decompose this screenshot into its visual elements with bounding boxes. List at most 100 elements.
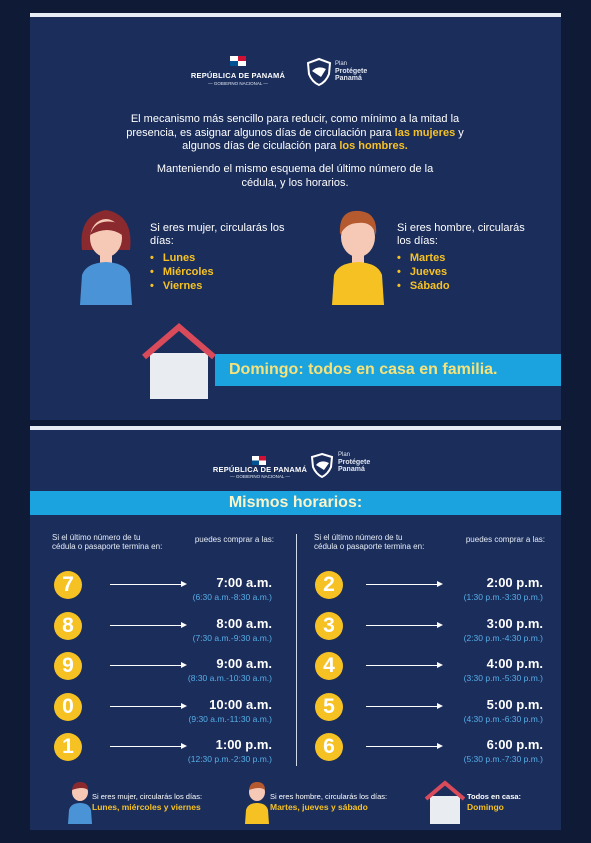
time: 1:00 p.m. bbox=[215, 737, 272, 752]
arrow bbox=[110, 621, 187, 628]
column-head-time: puedes comprar a las: bbox=[194, 535, 274, 544]
panama-label: Panamá bbox=[335, 75, 362, 82]
man-days: MartesJuevesSábado bbox=[397, 251, 450, 293]
footer-note: Si eres mujer, circularás los días: Lunes… bbox=[92, 792, 242, 813]
highlight: los hombres bbox=[339, 140, 405, 152]
arrow bbox=[366, 581, 443, 587]
day: Lunes bbox=[150, 251, 214, 265]
plan-logo: Plan Protégete Panamá bbox=[335, 61, 367, 82]
digit-circle: 1 bbox=[54, 733, 82, 761]
protegete-label: Protégete bbox=[335, 68, 368, 75]
footer-text: Si eres hombre, circularás los días: bbox=[270, 792, 388, 801]
time: 2:00 p.m. bbox=[486, 575, 543, 590]
footer-days: Domingo bbox=[467, 802, 504, 812]
woman-days: LunesMiércolesViernes bbox=[150, 251, 214, 293]
time-range: (1:30 p.m.-3:30 p.m.) bbox=[463, 592, 543, 602]
panama-label: Panamá bbox=[338, 466, 365, 473]
arrow bbox=[110, 662, 187, 668]
column-divider bbox=[296, 534, 297, 766]
arrow bbox=[366, 662, 443, 668]
person-icon bbox=[65, 780, 101, 824]
time: 10:00 a.m. bbox=[209, 696, 272, 712]
footer-note: Todos en casa: Domingo bbox=[467, 792, 537, 813]
panel-circulation: REPÚBLICA DE PANAMÁ — GOBIERNO NACIONAL … bbox=[30, 13, 561, 420]
protegete-label: Protégete bbox=[338, 459, 371, 466]
woman-intro: Si eres mujer, circularás los días: bbox=[150, 222, 285, 247]
shield-icon bbox=[306, 57, 332, 87]
schedule-title: Mismos horarios: bbox=[228, 494, 363, 511]
digit-circle: 2 bbox=[315, 571, 343, 599]
title-bar: Mismos horarios: bbox=[30, 491, 561, 515]
time-range: (7:30 a.m.-9:30 a.m.) bbox=[192, 632, 272, 643]
panel-schedule: REPÚBLICA DE PANAMÁ — GOBIERNO NACIONAL … bbox=[30, 426, 561, 830]
footer-note: Si eres hombre, circularás los días: Mart… bbox=[270, 792, 420, 813]
time: 5:00 p.m. bbox=[486, 696, 543, 712]
text: . bbox=[404, 140, 408, 152]
man-intro: Si eres hombre, circularás los días: bbox=[397, 222, 525, 247]
time-range: (4:30 p.m.-6:30 p.m.) bbox=[463, 713, 543, 724]
day: Martes bbox=[397, 251, 450, 265]
day: Sábado bbox=[397, 279, 450, 293]
paragraph-2: Manteniendo el mismo esquema del último … bbox=[156, 163, 434, 189]
arrow bbox=[366, 621, 443, 628]
digit-circle: 9 bbox=[54, 652, 82, 680]
column-head-number: Si el último número de tu cédula o pasap… bbox=[52, 533, 163, 551]
time-range: (5:30 p.m.-7:30 p.m.) bbox=[463, 754, 543, 764]
arrow bbox=[110, 581, 187, 587]
digit-circle: 8 bbox=[54, 611, 82, 640]
sunday-banner: Domingo: todos en casa en familia. bbox=[215, 354, 561, 386]
house-icon bbox=[142, 323, 216, 399]
footer-days: Martes, jueves y sábado bbox=[270, 802, 368, 812]
time: 6:00 p.m. bbox=[486, 737, 543, 752]
time-range: (3:30 p.m.-5:30 p.m.) bbox=[463, 673, 543, 683]
footer-text: Si eres mujer, circularás los días: bbox=[92, 792, 203, 801]
time: 4:00 p.m. bbox=[486, 656, 543, 671]
day: Viernes bbox=[150, 279, 214, 293]
time-range: (8:30 a.m.-10:30 a.m.) bbox=[187, 673, 272, 683]
plan-label: Plan bbox=[335, 61, 348, 67]
time-range: (6:30 a.m.-8:30 a.m.) bbox=[192, 592, 272, 602]
republica-label: REPÚBLICA DE PANAMÁ bbox=[212, 465, 308, 474]
digit-circle: 3 bbox=[315, 611, 343, 640]
shield-icon bbox=[310, 452, 334, 478]
time-range: (12:30 p.m.-2:30 p.m.) bbox=[187, 754, 272, 764]
digit-circle: 0 bbox=[54, 692, 82, 721]
arrow bbox=[366, 702, 443, 709]
time-range: (2:30 p.m.-4:30 p.m.) bbox=[463, 632, 543, 643]
footer-days: Lunes, miércoles y viernes bbox=[92, 802, 201, 812]
woman-icon bbox=[80, 210, 132, 305]
text: El mecanismo más sencillo para reducir, … bbox=[126, 113, 460, 139]
flag-icon bbox=[252, 452, 266, 465]
digit-circle: 5 bbox=[315, 692, 343, 721]
column-head-number: Si el último número de tu cédula o pasap… bbox=[314, 533, 425, 551]
paragraph-1: El mecanismo más sencillo para reducir, … bbox=[110, 113, 480, 154]
time: 7:00 a.m. bbox=[216, 575, 272, 590]
arrow bbox=[110, 702, 187, 709]
man-icon bbox=[332, 210, 384, 305]
flag-icon bbox=[230, 53, 246, 66]
time-range: (9:30 a.m.-11:30 a.m.) bbox=[188, 713, 272, 724]
banner-text: Domingo: todos en casa en familia. bbox=[229, 361, 498, 378]
time: 9:00 a.m. bbox=[216, 656, 272, 671]
column-head-time: puedes comprar a las: bbox=[465, 535, 545, 544]
plan-logo: Plan Protégete Panamá bbox=[338, 452, 370, 473]
highlight: las mujeres bbox=[394, 126, 456, 139]
day: Jueves bbox=[397, 265, 450, 279]
time: 8:00 a.m. bbox=[216, 615, 272, 631]
footer-text: Todos en casa: bbox=[467, 792, 522, 801]
arrow bbox=[110, 743, 187, 749]
house-icon bbox=[424, 780, 466, 824]
digit-circle: 6 bbox=[315, 733, 343, 761]
gobierno-label: — GOBIERNO NACIONAL — bbox=[230, 474, 290, 479]
plan-label: Plan bbox=[338, 452, 351, 458]
digit-circle: 7 bbox=[54, 571, 82, 599]
arrow bbox=[366, 743, 443, 749]
gobierno-label: — GOBIERNO NACIONAL — bbox=[208, 81, 268, 86]
person-icon bbox=[242, 780, 278, 824]
republica-label: REPÚBLICA DE PANAMÁ bbox=[190, 71, 286, 80]
day: Miércoles bbox=[150, 265, 214, 279]
digit-circle: 4 bbox=[315, 652, 343, 680]
time: 3:00 p.m. bbox=[486, 615, 543, 631]
text: y algunos días de ciculación para bbox=[182, 126, 464, 153]
